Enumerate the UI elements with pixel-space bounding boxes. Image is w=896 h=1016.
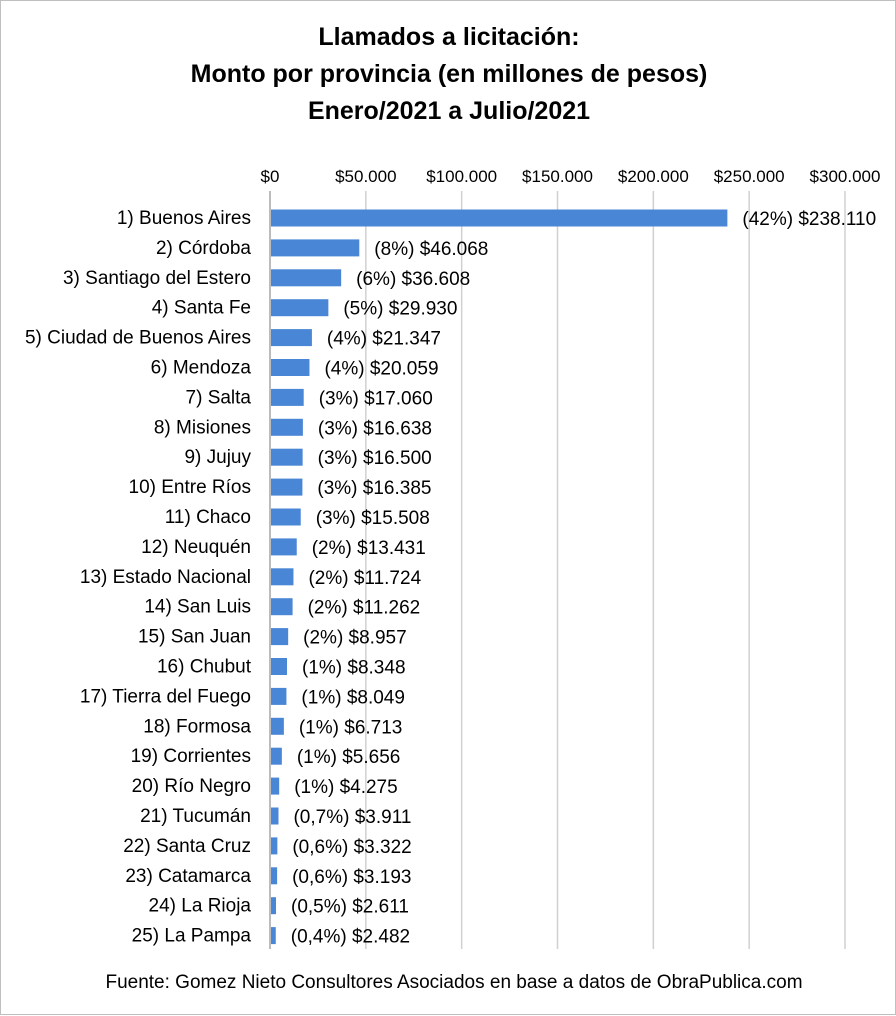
bar xyxy=(271,388,304,406)
bar xyxy=(271,717,284,735)
category-label: 8) Misiones xyxy=(154,417,251,438)
category-label: 5) Ciudad de Buenos Aires xyxy=(25,328,251,349)
data-label: (4%) $21.347 xyxy=(327,329,441,350)
chart-title-line-1: Llamados a licitación: xyxy=(318,23,580,51)
data-label: (3%) $17.060 xyxy=(319,388,433,409)
bar xyxy=(271,897,277,915)
category-label: 9) Jujuy xyxy=(184,447,251,468)
data-label: (2%) $11.262 xyxy=(308,598,421,619)
source-note: Fuente: Gomez Nieto Consultores Asociado… xyxy=(105,972,803,993)
data-label: (2%) $8.957 xyxy=(303,628,407,649)
data-label: (1%) $5.656 xyxy=(297,747,401,768)
category-label: 17) Tierra del Fuego xyxy=(80,686,251,707)
category-label: 4) Santa Fe xyxy=(152,298,251,319)
bar xyxy=(271,418,303,436)
bar xyxy=(271,628,289,646)
bar xyxy=(271,359,310,376)
bar xyxy=(271,538,297,556)
category-label: 14) San Luis xyxy=(144,597,251,618)
x-tick-label: $250.000 xyxy=(714,167,785,186)
category-label: 20) Río Negro xyxy=(132,776,251,797)
data-label: (0,5%) $2.611 xyxy=(291,897,409,918)
category-label: 13) Estado Nacional xyxy=(80,567,251,588)
bar xyxy=(271,598,293,616)
category-label: 7) Salta xyxy=(186,387,252,408)
x-tick-label: $50.000 xyxy=(335,167,396,186)
data-label: (2%) $11.724 xyxy=(308,568,421,589)
category-label: 24) La Rioja xyxy=(149,896,252,917)
bar xyxy=(271,269,342,287)
data-label: (0,7%) $3.911 xyxy=(293,807,411,828)
data-label: (3%) $16.385 xyxy=(317,478,431,499)
data-label: (1%) $6.713 xyxy=(299,717,403,738)
data-label: (0,6%) $3.322 xyxy=(292,837,411,858)
bar xyxy=(271,209,728,227)
x-tick-label: $0 xyxy=(261,167,280,186)
data-label: (1%) $8.049 xyxy=(301,687,405,708)
bar xyxy=(271,777,280,795)
category-label: 15) San Juan xyxy=(138,627,251,648)
category-label: 10) Entre Ríos xyxy=(129,477,252,498)
chart-title-line-3: Enero/2021 a Julio/2021 xyxy=(307,97,591,125)
data-label: (3%) $16.500 xyxy=(318,448,432,469)
category-label: 12) Neuquén xyxy=(141,537,251,558)
data-label: (3%) $16.638 xyxy=(318,418,432,439)
category-label: 25) La Pampa xyxy=(132,926,252,947)
category-label: 2) Córdoba xyxy=(156,238,251,259)
data-label: (4%) $20.059 xyxy=(324,359,438,380)
bar xyxy=(271,478,303,496)
data-label: (0,4%) $2.482 xyxy=(291,927,410,948)
bar xyxy=(271,927,276,945)
x-tick-label: $200.000 xyxy=(618,167,689,186)
bar xyxy=(271,508,301,526)
bar xyxy=(271,867,278,885)
bar xyxy=(271,658,288,675)
data-label: (1%) $8.348 xyxy=(302,658,406,679)
data-label: (3%) $15.508 xyxy=(316,508,430,529)
x-tick-label: $100.000 xyxy=(426,167,497,186)
chart-title-line-2: Monto por provincia (en millones de peso… xyxy=(190,60,708,88)
category-label: 16) Chubut xyxy=(157,657,252,678)
bar xyxy=(271,448,303,466)
data-label: (5%) $29.930 xyxy=(343,299,457,320)
bar xyxy=(271,837,278,855)
category-label: 3) Santiago del Estero xyxy=(63,268,251,289)
category-label: 1) Buenos Aires xyxy=(117,208,251,229)
category-label: 18) Formosa xyxy=(143,716,251,737)
category-label: 21) Tucumán xyxy=(140,806,251,827)
bar xyxy=(271,568,294,586)
bar xyxy=(271,329,312,347)
bar xyxy=(271,299,329,317)
category-label: 11) Chaco xyxy=(165,507,251,528)
category-label: 22) Santa Cruz xyxy=(123,836,251,857)
category-label: 19) Corrientes xyxy=(131,746,251,767)
x-tick-label: $150.000 xyxy=(522,167,593,186)
x-tick-label: $300.000 xyxy=(810,167,881,186)
category-label: 6) Mendoza xyxy=(151,358,252,379)
bar xyxy=(271,747,282,765)
data-label: (8%) $46.068 xyxy=(374,239,488,260)
data-label: (0,6%) $3.193 xyxy=(292,867,411,888)
data-label: (42%) $238.110 xyxy=(742,209,876,230)
category-label: 23) Catamarca xyxy=(125,866,251,887)
data-label: (1%) $4.275 xyxy=(294,777,398,798)
bar xyxy=(271,807,279,825)
bar xyxy=(271,239,360,257)
data-label: (2%) $13.431 xyxy=(312,538,426,559)
bar xyxy=(271,687,287,705)
data-label: (6%) $36.608 xyxy=(356,269,470,290)
